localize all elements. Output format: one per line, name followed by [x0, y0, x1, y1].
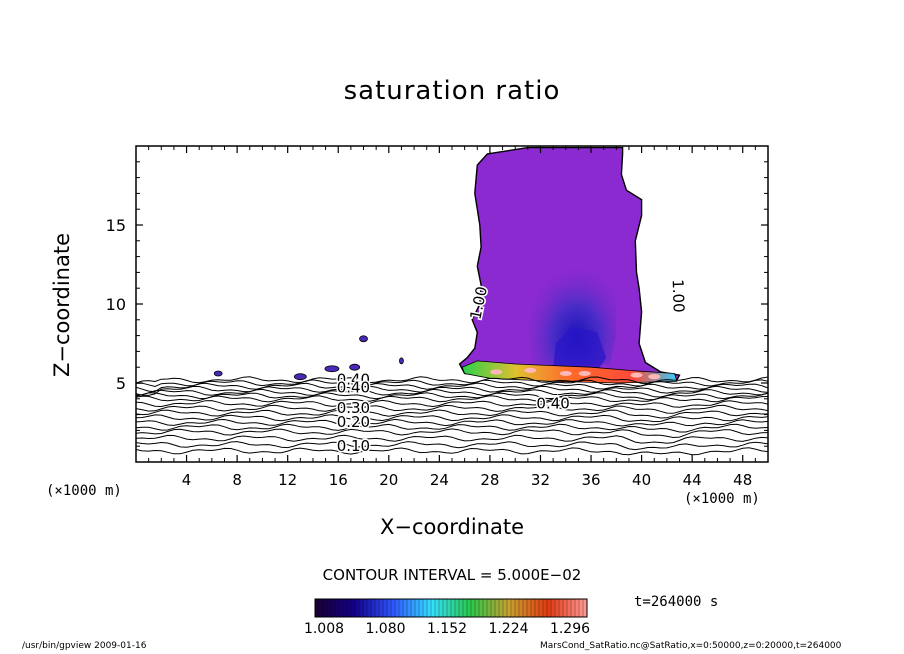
- x-tick-label: 48: [733, 471, 752, 489]
- x-tick-label: 44: [683, 471, 702, 489]
- contour-label: 0.30: [337, 399, 370, 417]
- x-tick-label: 32: [531, 471, 550, 489]
- contour-line: [136, 423, 768, 433]
- x-axis-label: X−coordinate: [380, 515, 524, 539]
- chart-title: saturation ratio: [343, 76, 561, 106]
- contour-line: [136, 399, 768, 408]
- contour-line: [136, 392, 768, 401]
- x-tick-label: 24: [430, 471, 449, 489]
- contour-interval-label: CONTOUR INTERVAL = 5.000E−02: [322, 566, 582, 584]
- contour-line: [136, 409, 768, 419]
- contour-line: [136, 434, 768, 444]
- contour-line: [136, 441, 768, 451]
- time-label: t=264000 s: [634, 594, 719, 610]
- contour-label: 0.10: [337, 437, 370, 455]
- x-tick-label: 4: [182, 471, 192, 489]
- colorbar-tick-label: 1.152: [426, 621, 468, 637]
- colorbar-tick-label: 1.296: [549, 621, 591, 637]
- x-tick-label: 12: [278, 471, 297, 489]
- contour-line: [136, 382, 768, 393]
- contour-line: [136, 385, 768, 396]
- x-tick-label: 8: [232, 471, 242, 489]
- colorbar-tick-label: 1.080: [365, 621, 406, 637]
- contour-line: [136, 414, 768, 423]
- x-tick-label: 36: [581, 471, 600, 489]
- plume-inner-core: [553, 326, 607, 371]
- y-tick-label: 5: [116, 374, 126, 393]
- contour-line: [136, 418, 768, 427]
- contour-line: [136, 447, 768, 456]
- contour-line: [136, 404, 768, 414]
- saturation-peak: [578, 371, 591, 377]
- isolated-cloud-patch: [359, 335, 368, 343]
- isolated-cloud-patch: [349, 363, 361, 371]
- footer-left: /usr/bin/gpview 2009-01-16: [22, 641, 147, 651]
- x-tick-label: 40: [632, 471, 651, 489]
- saturation-peak: [559, 371, 572, 377]
- x-unit-label-right: (×1000 m): [684, 491, 760, 507]
- contour-line: [136, 376, 768, 385]
- contour-label: 0.40: [337, 371, 370, 389]
- isolated-cloud-patch: [213, 370, 223, 377]
- contour-label: 1.00: [669, 279, 688, 313]
- x-tick-label: 16: [329, 471, 348, 489]
- isolated-cloud-patch: [324, 365, 340, 373]
- colorbar-tick-label: 1.224: [488, 621, 529, 637]
- isolated-cloud-patch: [399, 357, 404, 365]
- colorbar: [314, 598, 588, 618]
- x-tick-label: 28: [480, 471, 499, 489]
- contour-line: [136, 395, 768, 403]
- footer-right: MarsCond_SatRatio.nc@SatRatio,x=0:50000,…: [540, 641, 842, 651]
- contour-line: [136, 379, 768, 388]
- colorbar-tick-label: 1.008: [303, 621, 345, 637]
- saturation-peak: [648, 374, 661, 380]
- contour-line: [136, 428, 768, 439]
- contour-label: 0.20: [337, 413, 370, 431]
- y-tick-label: 15: [106, 216, 126, 235]
- isolated-cloud-patch: [293, 373, 307, 381]
- saturation-peak: [524, 367, 537, 373]
- contour-label: 0.40: [337, 378, 370, 396]
- y-tick-label: 10: [106, 295, 126, 314]
- saturation-peak: [630, 372, 643, 378]
- x-tick-label: 20: [379, 471, 398, 489]
- x-unit-label-left: (×1000 m): [46, 483, 122, 499]
- saturation-peak: [490, 369, 503, 375]
- contour-label: 0.40: [536, 394, 569, 412]
